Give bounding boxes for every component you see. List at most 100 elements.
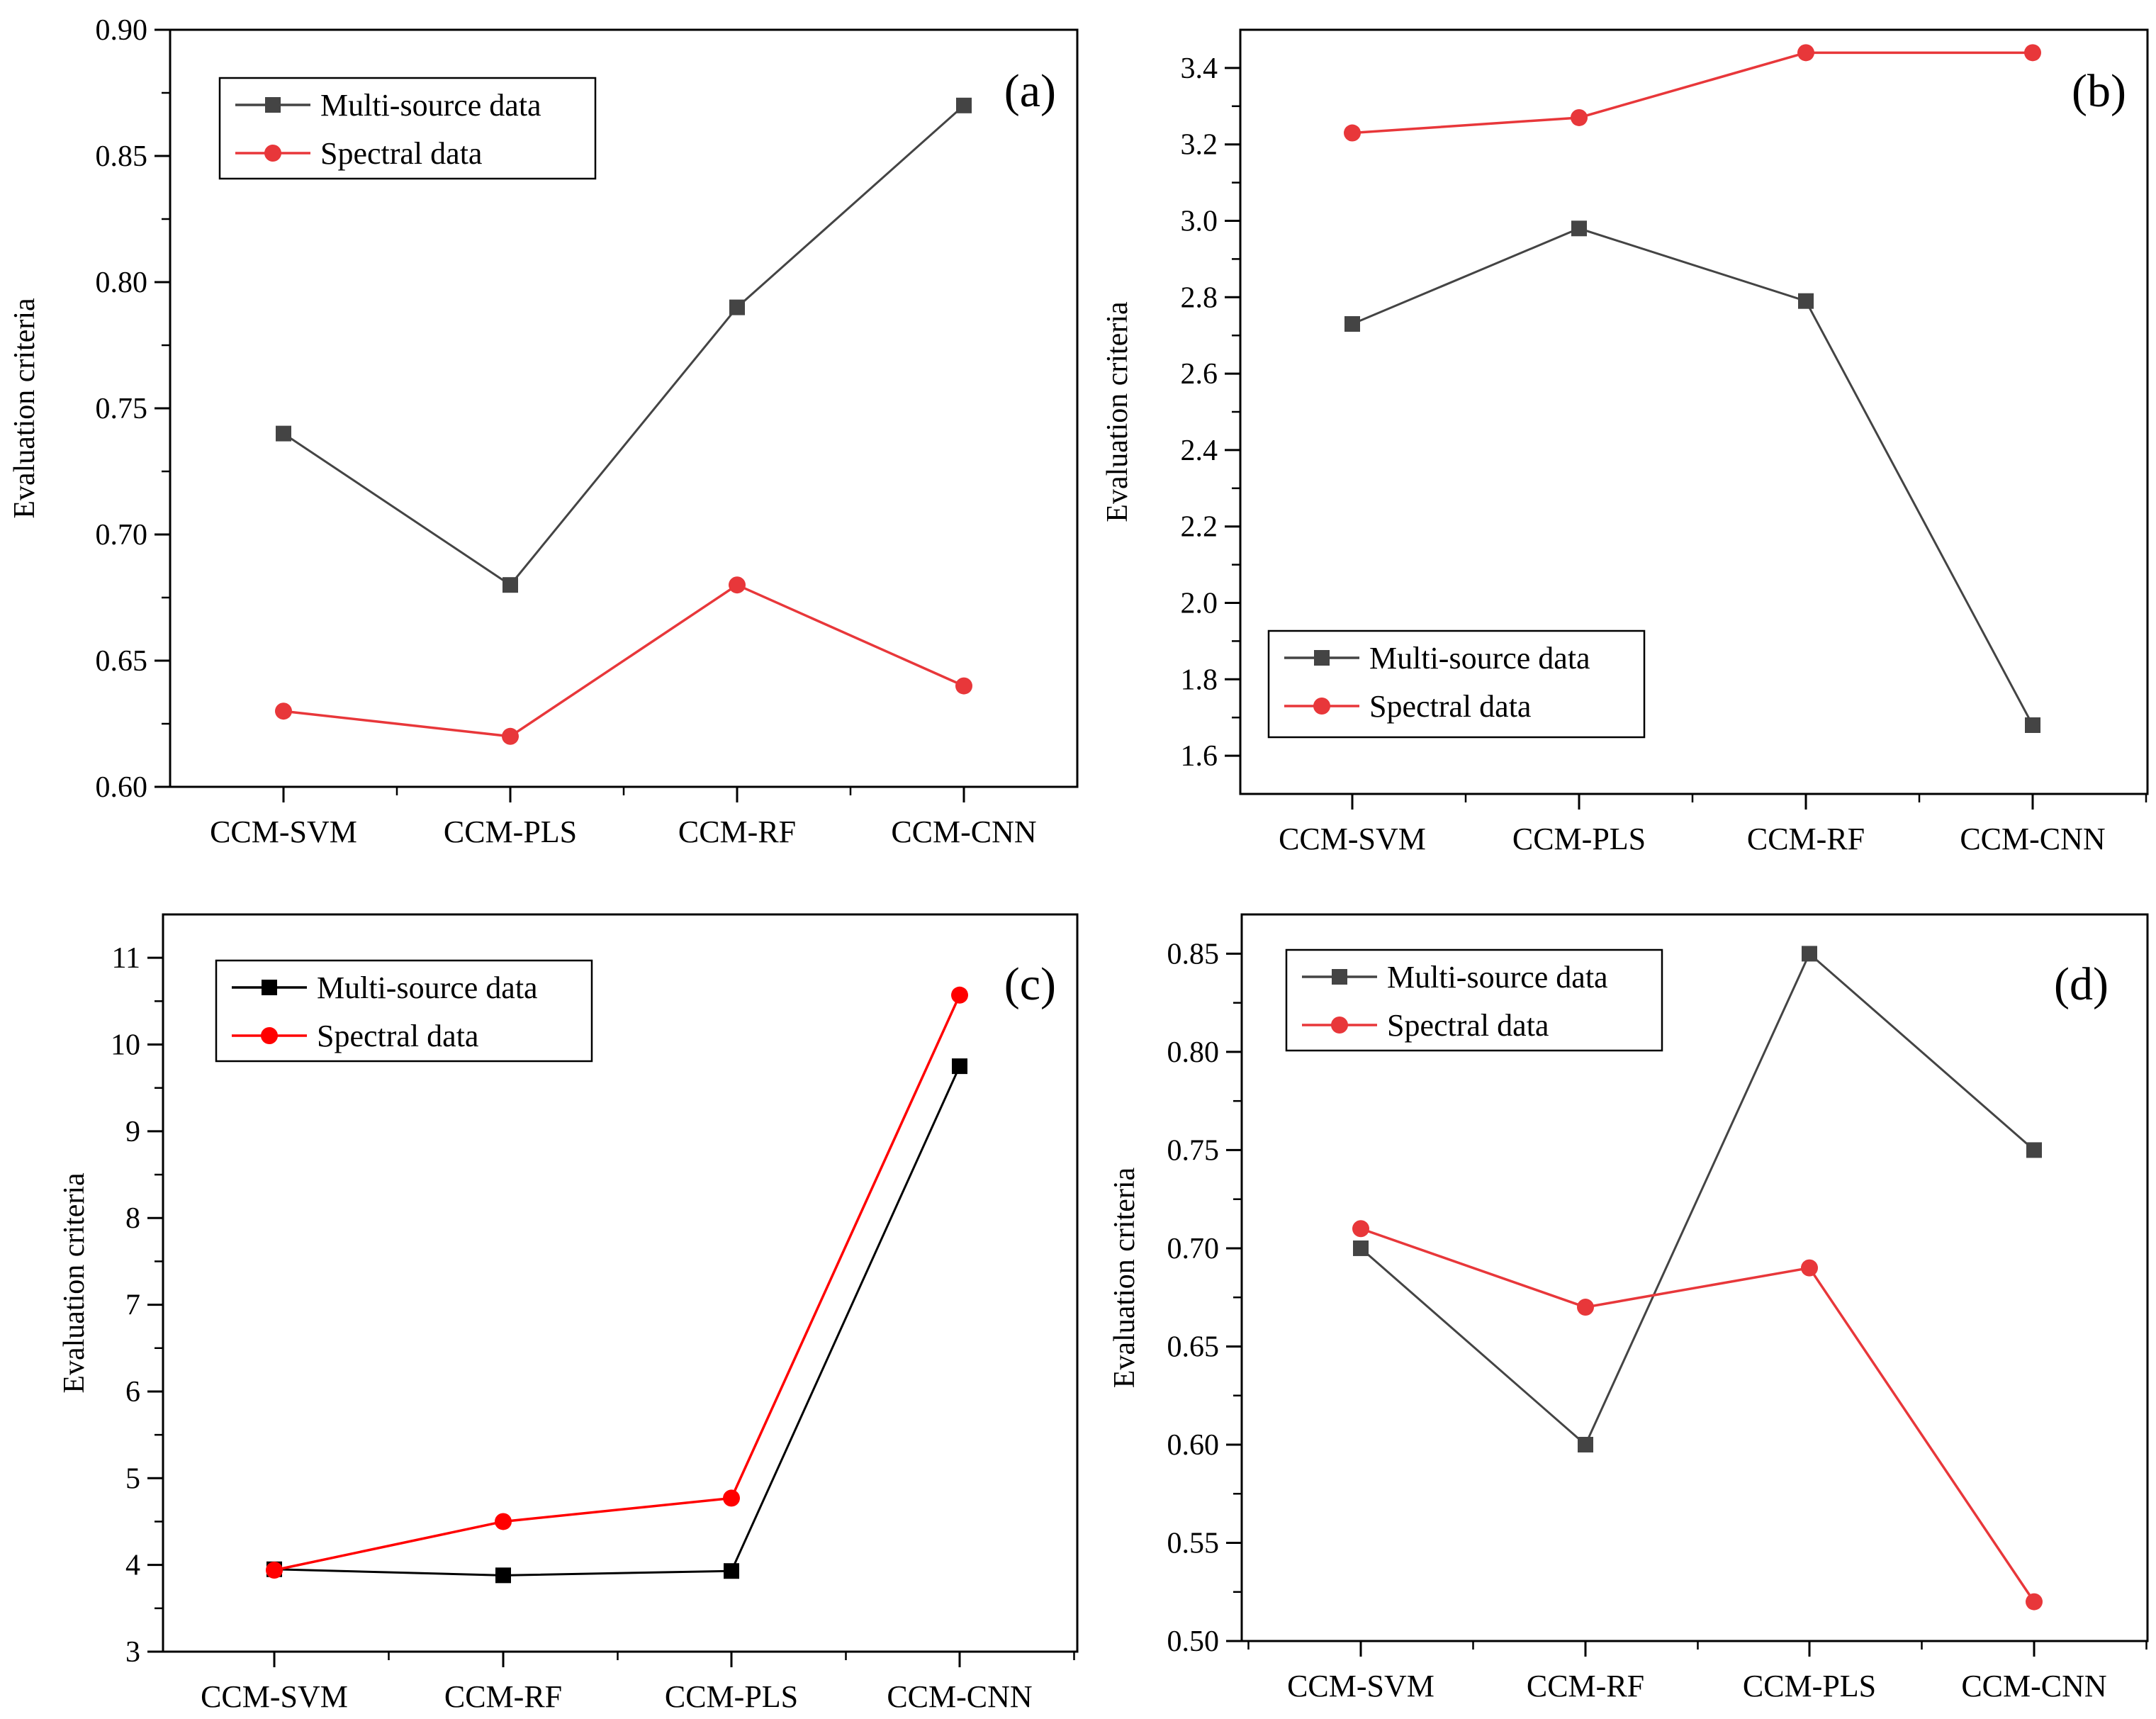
x-tick-label: CCM-RF [1527,1669,1644,1703]
x-tick-label: CCM-CNN [887,1679,1032,1714]
plot-frame [1240,913,2149,1642]
y-tick-label: 6 [125,1376,140,1409]
y-tick-label: 0.70 [1167,1233,1220,1265]
data-point-square [956,97,972,113]
y-tick-label: 2.0 [1181,588,1218,620]
data-point-circle [502,727,519,745]
data-point-square [1802,946,1817,962]
y-tick-label: 10 [111,1029,140,1062]
y-tick-label: 3.0 [1181,206,1218,238]
data-point-square [495,1567,511,1584]
x-tick-label: CCM-PLS [444,814,577,849]
data-point-circle [729,576,746,594]
y-tick-label: 0.65 [96,645,148,678]
y-tick-label: 3.2 [1181,129,1218,162]
x-tick-label: CCM-SVM [1279,822,1426,856]
y-tick-label: 1.6 [1181,740,1218,773]
data-point-square [1578,1436,1593,1452]
data-point-square [2026,1142,2042,1158]
legend: Multi-source data Spectral data [1267,629,1646,739]
data-point-circle [495,1513,512,1530]
series-line [1352,51,2033,135]
y-tick-label: 0.65 [1167,1331,1220,1363]
y-tick-label: 0.75 [96,393,148,425]
y-tick-label: 2.8 [1181,281,1218,314]
y-tick-label: 4 [125,1550,140,1582]
legend-box [1285,948,1663,1052]
legend-marker-circle [261,1027,278,1044]
legend-marker-circle [1313,698,1330,715]
legend-label: Multi-source data [1387,960,1608,995]
legend-label: Multi-source data [320,88,541,123]
y-tick-label: 3.4 [1181,52,1218,85]
legend-marker-circle [1331,1017,1348,1034]
legend-marker-square [1332,969,1347,985]
x-tick-label: CCM-CNN [1961,1669,2106,1703]
data-point-circle [1577,1299,1594,1316]
legend-marker-circle [264,145,281,162]
y-tick-label: 7 [125,1289,140,1322]
x-tick-label: CCM-CNN [1960,822,2105,856]
y-tick-label: 3 [125,1636,140,1669]
data-point-square [1344,316,1360,332]
legend-label: Spectral data [1387,1008,1549,1043]
y-tick-label: 2.2 [1181,511,1218,544]
panel-label: (a) [1004,65,1056,117]
legend-label: Spectral data [317,1019,478,1053]
y-tick-label: 9 [125,1116,140,1148]
data-point-square [1798,293,1814,309]
data-point-circle [2024,44,2041,62]
panel-label: (c) [1004,958,1056,1010]
series-spectral [266,986,968,1579]
data-point-circle [1352,1220,1369,1238]
x-tick-label: CCM-PLS [1512,822,1646,856]
y-tick-label: 0.75 [1167,1134,1220,1167]
legend-marker-square [265,97,281,113]
data-point-square [1571,220,1587,237]
y-tick-label: 8 [125,1202,140,1235]
y-tick-label: 0.90 [96,14,148,47]
series-line [274,995,961,1572]
series-line [283,583,965,738]
chart-panel-a: 0.60 0.65 0.70 0.75 0.80 0.85 0.90 CCM-SVM CCM-P… [9,14,1079,849]
series-line [1360,951,2035,1447]
legend-label: Multi-source data [1369,641,1590,676]
y-tick-label: 0.55 [1167,1527,1220,1560]
y-tick-label: 11 [112,942,140,975]
x-tick-label: CCM-PLS [1743,1669,1876,1703]
x-tick-label: CCM-RF [1747,822,1865,856]
series-spectral [275,576,972,745]
data-point-square [952,1058,967,1075]
legend-label: Spectral data [1369,689,1531,724]
data-point-square [502,577,518,593]
data-point-circle [275,702,292,720]
y-axis-title: Evaluation criteria [1101,301,1134,522]
data-point-circle [1571,108,1588,126]
x-tick-label: CCM-RF [678,814,796,849]
y-axis-title: Evaluation criteria [9,298,41,519]
data-point-square [2025,717,2040,733]
legend-marker-square [262,980,277,995]
legend-label: Multi-source data [317,970,538,1005]
y-tick-label: 1.8 [1181,663,1218,696]
y-tick-label: 0.60 [1167,1429,1220,1462]
legend: Multi-source data Spectral data [215,959,593,1063]
legend: Multi-source data Spectral data [1285,948,1663,1052]
data-point-circle [266,1561,283,1579]
y-axis-title: Evaluation criteria [1108,1167,1141,1388]
data-point-circle [955,677,972,695]
x-tick-label: CCM-PLS [665,1679,798,1714]
series-multi-source [1353,946,2042,1452]
panel-label: (d) [2054,958,2109,1010]
series-spectral [1344,44,2041,142]
y-tick-label: 0.85 [96,140,148,173]
x-tick-label: CCM-RF [444,1679,562,1714]
y-tick-label: 0.85 [1167,938,1220,970]
chart-panel-c: 3 4 5 6 7 8 9 10 11 CCM-SVM CCM-RF CCM-PLS CCM-CNN Ev… [58,913,1079,1714]
data-point-circle [1344,124,1361,142]
y-tick-label: 0.60 [96,771,148,804]
legend-label: Spectral data [320,136,482,171]
series-multi-source [266,1058,967,1584]
series-line [1360,1227,2036,1603]
